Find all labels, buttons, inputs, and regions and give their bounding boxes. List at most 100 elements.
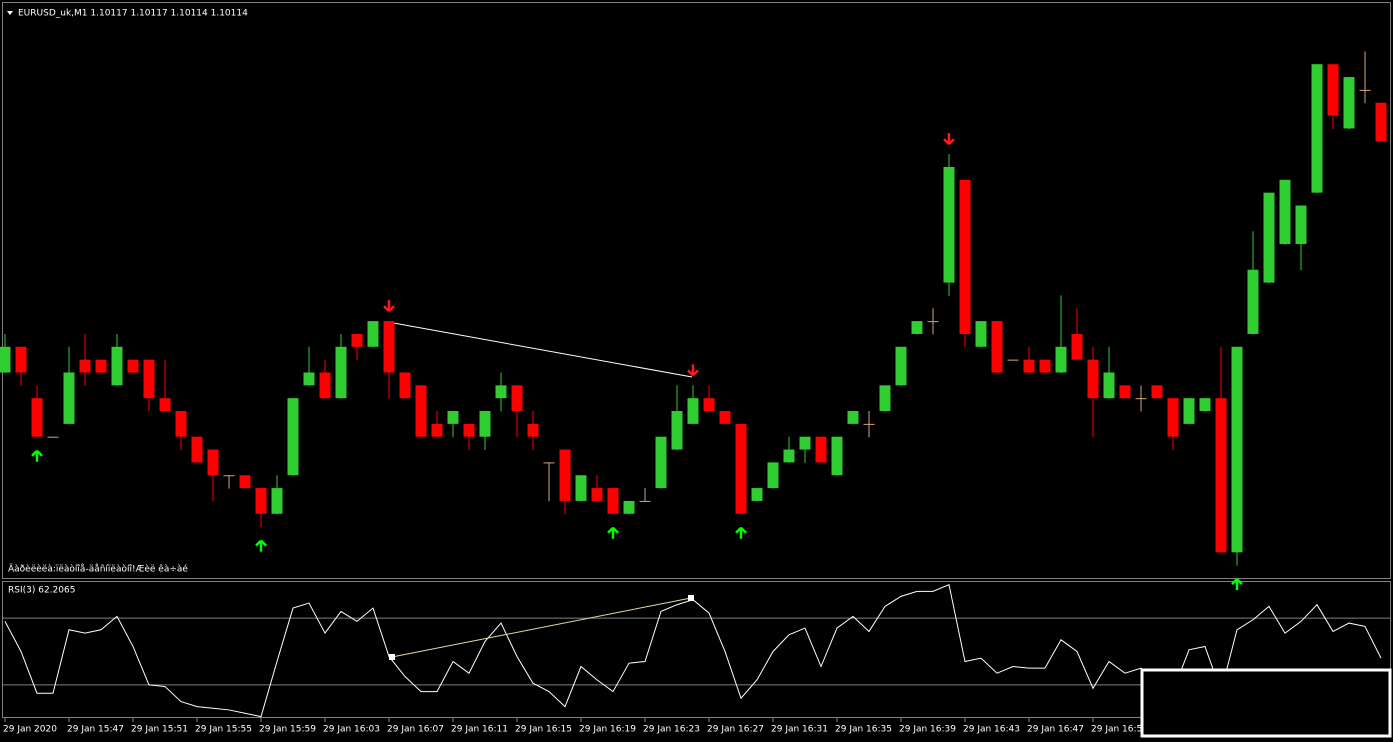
candle-body bbox=[703, 398, 715, 412]
candle-body bbox=[351, 333, 363, 347]
comment: Äàðèëèëà:ïëàòíîå-äåñíïëàòíî!Æèë êà÷àé bbox=[8, 564, 188, 575]
overlay-box bbox=[1140, 668, 1392, 738]
candle-body bbox=[543, 462, 555, 464]
candle-body bbox=[143, 359, 155, 399]
candle-body bbox=[927, 321, 939, 323]
candle-body bbox=[1023, 359, 1035, 373]
candle-body bbox=[383, 321, 395, 373]
candle-body bbox=[15, 346, 27, 373]
x-tick-label: 29 Jan 16:35 bbox=[835, 725, 892, 735]
buy-arrow bbox=[607, 526, 619, 539]
candle-body bbox=[447, 411, 459, 424]
candle-body bbox=[1135, 398, 1147, 400]
candle-body bbox=[943, 166, 955, 283]
x-tick-label: 29 Jan 16:47 bbox=[1027, 725, 1084, 735]
candle-body bbox=[623, 500, 635, 514]
candle-body bbox=[63, 372, 75, 424]
candle-body bbox=[1343, 77, 1355, 129]
x-tick-label: 29 Jan 16:07 bbox=[387, 725, 444, 735]
candle-body bbox=[639, 500, 651, 502]
candle-body bbox=[831, 436, 843, 476]
candle-body bbox=[255, 488, 267, 514]
candle-body bbox=[671, 411, 683, 450]
candle-body bbox=[719, 411, 731, 424]
candle-body bbox=[495, 385, 507, 399]
candle-body bbox=[159, 398, 171, 412]
candle-body bbox=[239, 475, 251, 489]
candle-body bbox=[655, 436, 667, 489]
candle-body bbox=[1119, 385, 1131, 399]
x-tick-label: 29 Jan 16:39 bbox=[899, 725, 956, 735]
candle-body bbox=[959, 179, 971, 334]
candle-body bbox=[367, 321, 379, 347]
rsi-panel bbox=[2, 581, 1391, 718]
candle-body bbox=[799, 436, 811, 450]
candle-body bbox=[479, 411, 491, 437]
x-tick-label: 29 Jan 15:59 bbox=[259, 725, 316, 735]
candle-body bbox=[1071, 333, 1083, 360]
x-tick-label: 29 Jan 2020 bbox=[3, 725, 57, 735]
x-tick-label: 29 Jan 16:43 bbox=[963, 725, 1020, 735]
x-tick-label: 29 Jan 16:19 bbox=[579, 725, 636, 735]
candle-body bbox=[1183, 398, 1195, 424]
candle-body bbox=[1007, 359, 1019, 361]
candle-body bbox=[911, 321, 923, 334]
candle-body bbox=[31, 398, 43, 437]
candle-body bbox=[607, 488, 619, 514]
candle-body bbox=[1215, 398, 1227, 553]
symbol-menu-icon[interactable] bbox=[7, 11, 13, 15]
candle-body bbox=[1199, 398, 1211, 412]
trend-handle[interactable] bbox=[389, 654, 395, 660]
candle-body bbox=[287, 398, 299, 476]
rsi-label: RSI(3) 62.2065 bbox=[8, 586, 75, 596]
candle-body bbox=[47, 436, 59, 438]
x-tick-label: 29 Jan 16:31 bbox=[771, 725, 828, 735]
trend-handle[interactable] bbox=[688, 595, 694, 601]
candle-body bbox=[1039, 359, 1051, 373]
candle-body bbox=[1055, 346, 1067, 373]
trend-line bbox=[387, 321, 693, 378]
plot-layer: 29 Jan 2020 29 Jan 15:47 29 Jan 15:51 29 Ja… bbox=[0, 51, 1390, 735]
candle-body bbox=[991, 321, 1003, 373]
buy-arrow bbox=[31, 449, 43, 462]
candle-body bbox=[1279, 179, 1291, 245]
candle-body bbox=[191, 436, 203, 463]
candle-body bbox=[1295, 205, 1307, 245]
x-tick-label: 29 Jan 15:51 bbox=[131, 725, 188, 735]
candle-body bbox=[1311, 64, 1323, 193]
candle-body bbox=[319, 372, 331, 399]
candle-body bbox=[431, 423, 443, 437]
candle-body bbox=[1247, 269, 1259, 334]
buy-arrow bbox=[735, 526, 747, 539]
candle-body bbox=[1167, 398, 1179, 437]
x-tick-label: 29 Jan 16:23 bbox=[643, 725, 700, 735]
candle-body bbox=[1151, 385, 1163, 399]
x-tick-label: 29 Jan 16:15 bbox=[515, 725, 572, 735]
x-tick-label: 29 Jan 16:51 bbox=[1091, 725, 1148, 735]
candle-body bbox=[303, 372, 315, 386]
x-tick-label: 29 Jan 16:11 bbox=[451, 725, 508, 735]
sell-arrow bbox=[383, 300, 395, 312]
chart-title: EURUSD_uk,M1 1.10117 1.10117 1.10114 1.1… bbox=[18, 9, 248, 19]
candle-body bbox=[207, 449, 219, 476]
candle-body bbox=[111, 346, 123, 386]
candle-body bbox=[1375, 102, 1387, 142]
buy-arrow bbox=[255, 539, 267, 552]
candle-body bbox=[1103, 372, 1115, 399]
candle-body bbox=[463, 423, 475, 437]
candle-body bbox=[751, 488, 763, 501]
candle-body bbox=[783, 449, 795, 463]
candle-body bbox=[1327, 64, 1339, 116]
candle-body bbox=[1263, 192, 1275, 283]
candle-body bbox=[527, 423, 539, 437]
x-tick-label: 29 Jan 16:27 bbox=[707, 725, 764, 735]
candle-body bbox=[79, 359, 91, 373]
price-panel bbox=[2, 2, 1391, 579]
candle-body bbox=[95, 359, 107, 373]
candle-body bbox=[591, 488, 603, 501]
buy-arrow bbox=[1231, 578, 1243, 591]
candle-body bbox=[511, 385, 523, 412]
candle-body bbox=[767, 462, 779, 489]
x-tick-label: 29 Jan 15:47 bbox=[67, 725, 124, 735]
